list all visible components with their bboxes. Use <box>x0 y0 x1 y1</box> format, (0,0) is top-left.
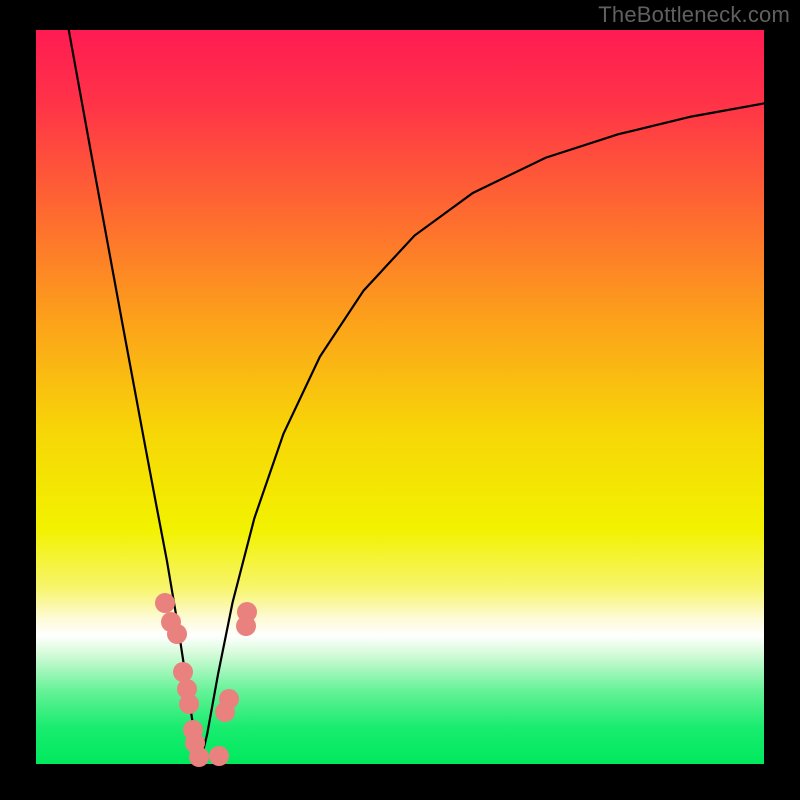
data-point <box>179 694 199 714</box>
data-point <box>167 624 187 644</box>
plot-area <box>36 30 764 764</box>
data-point <box>189 747 209 767</box>
chart-stage: TheBottleneck.com <box>0 0 800 800</box>
data-point <box>237 602 257 622</box>
data-point <box>219 689 239 709</box>
curve-layer <box>36 30 764 764</box>
data-point <box>155 593 175 613</box>
data-point <box>209 746 229 766</box>
right-curve <box>200 103 764 764</box>
left-curve <box>69 30 200 764</box>
watermark-text: TheBottleneck.com <box>598 2 790 28</box>
